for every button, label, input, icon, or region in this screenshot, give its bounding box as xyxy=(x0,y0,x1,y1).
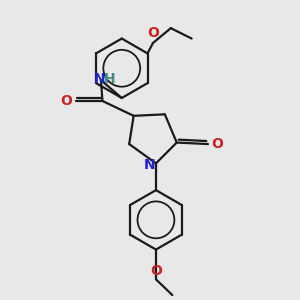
Text: O: O xyxy=(60,94,72,108)
Text: O: O xyxy=(150,263,162,278)
Text: O: O xyxy=(147,26,159,40)
Text: H: H xyxy=(104,72,116,86)
Text: N: N xyxy=(144,158,155,172)
Text: O: O xyxy=(211,137,223,151)
Text: N: N xyxy=(94,72,105,86)
